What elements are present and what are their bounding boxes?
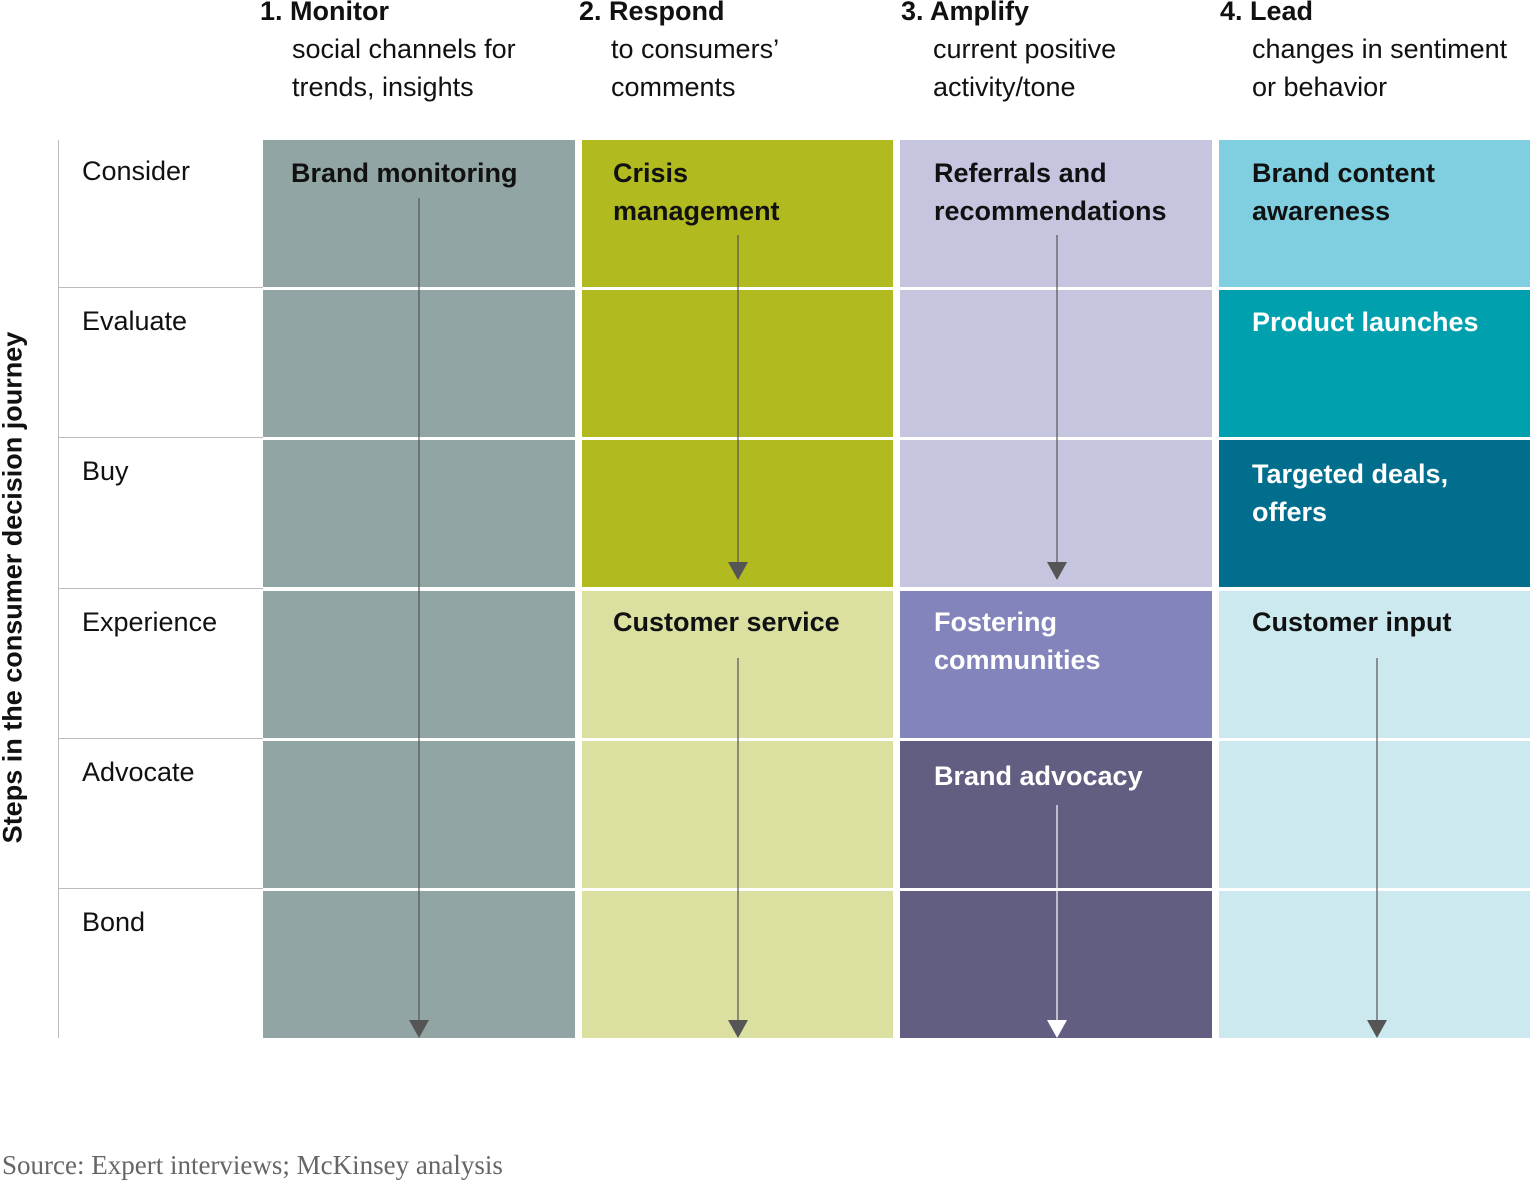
cell bbox=[1219, 891, 1530, 1038]
header-respond: 2. Respond to consumers’ comments bbox=[579, 0, 779, 106]
arrow-icon bbox=[409, 198, 429, 1038]
header-desc: social channels for trends, insights bbox=[292, 34, 516, 102]
arrow-icon bbox=[1047, 805, 1067, 1038]
header-desc: current positive activity/tone bbox=[933, 34, 1117, 102]
block-targeted-deals: Targeted deals, offers bbox=[1252, 459, 1449, 527]
header-title: 3. Amplify bbox=[901, 0, 1030, 26]
cell bbox=[900, 591, 1212, 738]
block-referrals: Referrals and recommendations bbox=[934, 158, 1167, 226]
arrow-icon bbox=[728, 658, 748, 1038]
header-title: 4. Lead bbox=[1220, 0, 1314, 26]
row-divider bbox=[58, 738, 263, 739]
row-divider bbox=[58, 588, 263, 589]
arrow-icon bbox=[1047, 235, 1067, 580]
row-divider bbox=[58, 287, 263, 288]
block-customer-input: Customer input bbox=[1252, 607, 1452, 637]
cell bbox=[900, 891, 1212, 1038]
block-brand-monitoring: Brand monitoring bbox=[291, 158, 518, 188]
cell bbox=[1219, 440, 1530, 587]
row-label-buy: Buy bbox=[82, 456, 129, 486]
row-label-evaluate: Evaluate bbox=[82, 306, 188, 336]
cell bbox=[900, 140, 1212, 287]
row-divider bbox=[58, 888, 263, 889]
header-title: 1. Monitor bbox=[260, 0, 389, 26]
row-axis-line bbox=[58, 140, 59, 1038]
block-product-launches: Product launches bbox=[1252, 307, 1479, 337]
block-brand-content: Brand content awareness bbox=[1252, 158, 1436, 226]
header-amplify: 3. Amplify current positive activity/tone bbox=[901, 0, 1116, 106]
header-title: 2. Respond bbox=[579, 0, 725, 26]
source-note: Source: Expert interviews; McKinsey anal… bbox=[2, 1150, 503, 1180]
arrow-icon bbox=[728, 235, 748, 580]
cell bbox=[900, 290, 1212, 437]
row-divider bbox=[58, 437, 263, 438]
header-monitor: 1. Monitor social channels for trends, in… bbox=[260, 0, 516, 106]
header-desc: to consumers’ comments bbox=[611, 34, 780, 102]
row-label-consider: Consider bbox=[82, 156, 191, 186]
row-label-advocate: Advocate bbox=[82, 757, 195, 787]
row-label-bond: Bond bbox=[82, 907, 146, 937]
block-brand-advocacy: Brand advocacy bbox=[934, 761, 1143, 791]
row-label-experience: Experience bbox=[82, 607, 218, 637]
cell bbox=[900, 741, 1212, 888]
block-crisis-management: Crisis management bbox=[613, 158, 780, 226]
arrow-icon bbox=[1367, 658, 1387, 1038]
cell bbox=[1219, 591, 1530, 738]
cell bbox=[1219, 741, 1530, 888]
block-fostering-communities: Fostering communities bbox=[934, 607, 1101, 675]
cell bbox=[1219, 140, 1530, 287]
header-lead: 4. Lead changes in sentiment or behavior bbox=[1220, 0, 1507, 106]
header-desc: changes in sentiment or behavior bbox=[1252, 34, 1508, 102]
cell bbox=[1219, 290, 1530, 437]
block-customer-service: Customer service bbox=[613, 607, 840, 637]
